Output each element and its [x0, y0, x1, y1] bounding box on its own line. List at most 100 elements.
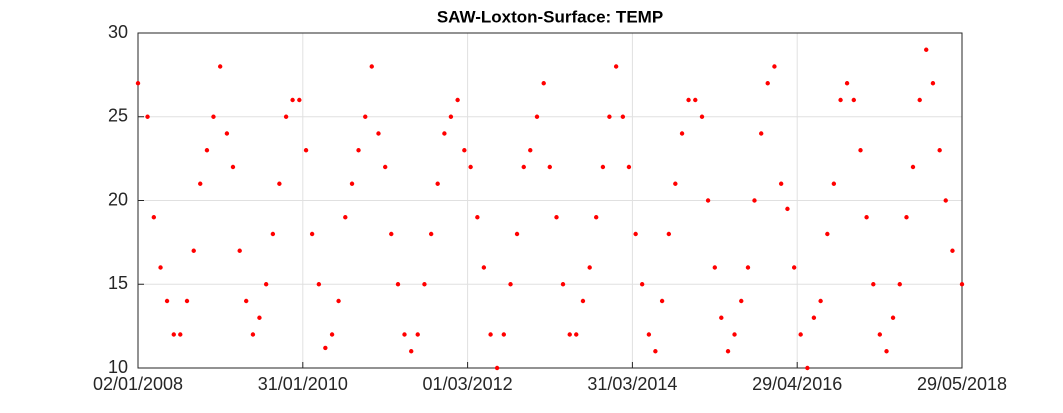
point — [659, 298, 665, 304]
point — [389, 231, 394, 237]
y-tick-label: 25 — [108, 106, 128, 126]
point — [567, 332, 572, 337]
point — [204, 148, 210, 153]
point — [455, 97, 460, 103]
point — [890, 315, 896, 320]
point — [309, 231, 315, 237]
point — [673, 181, 678, 186]
point — [785, 206, 790, 212]
point — [422, 282, 427, 287]
point — [475, 215, 480, 220]
point — [884, 349, 889, 354]
point — [171, 332, 176, 337]
point — [528, 148, 533, 153]
point — [930, 81, 936, 86]
point — [343, 215, 348, 220]
point — [151, 215, 157, 220]
point — [871, 282, 876, 287]
point — [719, 315, 724, 320]
point — [521, 164, 526, 170]
point — [897, 282, 902, 287]
point — [917, 97, 922, 103]
point — [494, 365, 500, 371]
point — [653, 349, 658, 354]
point — [283, 114, 289, 119]
point — [316, 282, 322, 287]
point — [798, 332, 803, 337]
point — [805, 365, 810, 371]
point — [158, 265, 163, 270]
point — [383, 164, 388, 170]
point — [851, 97, 856, 103]
point — [607, 114, 612, 119]
x-tick-label: 31/03/2014 — [587, 374, 677, 394]
point — [290, 97, 295, 103]
point — [303, 148, 309, 153]
point — [877, 332, 883, 337]
point — [844, 81, 850, 86]
y-tick-label: 15 — [108, 273, 128, 293]
point — [277, 181, 282, 186]
point — [693, 97, 698, 103]
point — [297, 97, 302, 103]
point — [811, 315, 817, 320]
point — [428, 231, 434, 237]
point — [135, 81, 141, 86]
point — [409, 349, 414, 354]
point — [250, 332, 256, 337]
point — [560, 282, 566, 287]
chart-title: SAW-Loxton-Surface: TEMP — [437, 7, 663, 26]
point — [739, 298, 744, 304]
point — [666, 231, 672, 237]
point — [448, 114, 454, 119]
point — [442, 131, 447, 136]
point — [587, 265, 592, 270]
point — [712, 265, 717, 270]
point — [838, 97, 843, 103]
point — [765, 81, 770, 86]
point — [376, 131, 381, 136]
point — [593, 215, 599, 220]
point — [263, 282, 269, 287]
point — [554, 215, 559, 220]
point — [620, 114, 626, 119]
point — [369, 64, 374, 69]
point — [759, 131, 764, 136]
point — [435, 181, 440, 186]
x-tick-label: 02/01/2008 — [93, 374, 183, 394]
point — [349, 181, 355, 186]
point — [488, 332, 493, 337]
point — [825, 231, 830, 237]
x-tick-label: 01/03/2012 — [423, 374, 513, 394]
y-tick-label: 20 — [108, 189, 128, 209]
point — [508, 282, 513, 287]
point — [329, 332, 335, 337]
point — [547, 164, 552, 170]
point — [363, 114, 368, 119]
point — [415, 332, 420, 337]
point — [600, 164, 606, 170]
point — [356, 148, 361, 153]
point — [395, 282, 401, 287]
point — [580, 298, 586, 304]
x-tick-label: 31/01/2010 — [258, 374, 348, 394]
point — [211, 114, 216, 119]
y-tick-label: 10 — [108, 357, 128, 377]
x-tick-label: 29/05/2018 — [917, 374, 1007, 394]
point — [574, 332, 579, 337]
point — [257, 315, 262, 320]
point — [178, 332, 183, 337]
point — [705, 198, 711, 203]
point — [937, 148, 942, 153]
point — [270, 231, 276, 237]
point — [237, 248, 242, 253]
point — [699, 114, 705, 119]
point — [184, 298, 190, 304]
point — [217, 64, 223, 69]
point — [164, 298, 170, 304]
plot-frame — [137, 32, 963, 369]
point — [725, 349, 731, 354]
point — [959, 282, 965, 287]
point — [191, 248, 196, 253]
